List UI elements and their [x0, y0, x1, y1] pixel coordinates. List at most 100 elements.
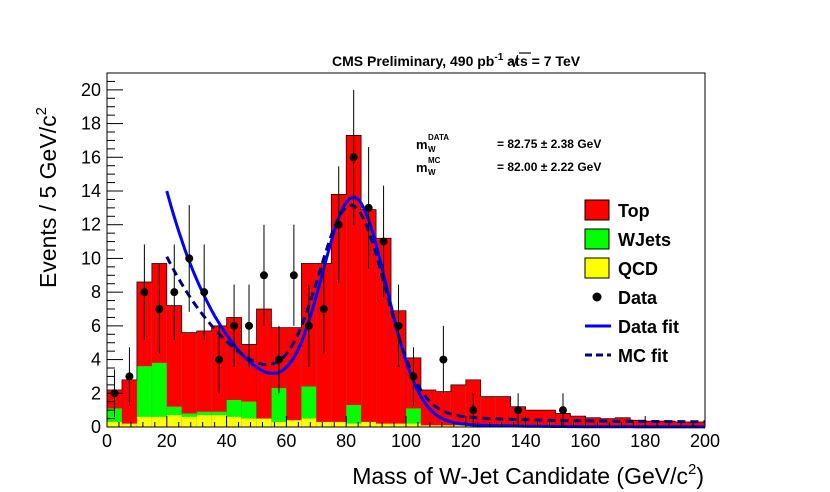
annot-mc-sub: W: [428, 168, 436, 177]
y-axis-title: Events / 5 GeV/c2: [33, 107, 61, 288]
legend-data-swatch: [592, 292, 602, 302]
data-point-24: [558, 406, 567, 415]
y-tick-label-1: 2: [91, 383, 101, 403]
bar-top-19: [391, 310, 406, 424]
bar-wjets-3: [151, 362, 167, 417]
chart-title: CMS Preliminary, 490 pb-1 at √ s = 7 TeV: [332, 52, 581, 71]
bar-top-26: [495, 396, 511, 426]
data-point-13: [304, 321, 313, 330]
bar-top-25: [480, 396, 496, 426]
bar-qcd-2: [136, 416, 152, 427]
bar-top-6: [196, 330, 212, 412]
legend-wjets-swatch: [584, 228, 610, 250]
bar-wjets-2: [136, 366, 152, 417]
bar-qcd-3: [151, 416, 167, 427]
bar-wjets-20: [406, 408, 421, 424]
bar-top-5: [181, 332, 197, 414]
x-tick-label-4: 80: [336, 431, 356, 451]
bar-wjets-5: [181, 413, 197, 417]
bar-qcd-21: [420, 425, 436, 427]
bar-top-23: [450, 384, 466, 426]
bar-top-15: [331, 194, 347, 422]
bar-qcd-12: [286, 420, 302, 427]
data-point-9: [245, 321, 254, 330]
data-point-15: [334, 220, 343, 229]
bar-qcd-19: [391, 423, 406, 427]
data-point-18: [379, 237, 388, 246]
data-point-17: [364, 203, 373, 212]
y-tick-label-10: 20: [81, 80, 101, 100]
y-tick-label-3: 6: [91, 316, 101, 336]
bar-qcd-11: [271, 421, 287, 427]
bar-top-37: [660, 421, 676, 427]
y-tick-label-4: 8: [91, 282, 101, 302]
x-tick-label-0: 0: [102, 431, 112, 451]
svg-text:s = 7 TeV: s = 7 TeV: [520, 53, 581, 69]
title-lumi-sup: -1: [494, 52, 503, 63]
data-point-2: [140, 288, 149, 297]
svg-text:CMS Preliminary, 490 pb-1 at: CMS Preliminary, 490 pb-1 at: [332, 52, 520, 69]
bar-qcd-8: [226, 416, 242, 427]
bar-wjets-11: [271, 388, 287, 422]
legend: Top WJets QCD Data Data fit MC fit: [584, 199, 679, 366]
bar-top-34: [615, 417, 631, 427]
bar-qcd-0: [107, 421, 122, 427]
svg-text:m: m: [416, 160, 428, 175]
legend-top-label: Top: [618, 201, 650, 221]
x-tick-label-3: 60: [276, 431, 296, 451]
bar-top-29: [540, 410, 556, 426]
bar-qcd-1: [121, 423, 137, 427]
y-tick-label-5: 10: [81, 248, 101, 268]
data-point-12: [289, 271, 298, 280]
title-at: at: [503, 53, 520, 69]
data-point-20: [409, 372, 418, 381]
x-tick-label-1: 20: [157, 431, 177, 451]
legend-qcd-label: QCD: [618, 259, 658, 279]
data-point-3: [155, 305, 164, 313]
data-point-6: [200, 288, 209, 297]
data-point-22: [469, 406, 478, 415]
y-axis: 0 2 4 6 8 10 12 14 16 18 20: [81, 72, 123, 437]
bar-wjets-7: [211, 411, 227, 416]
bar-qcd-6: [196, 415, 212, 427]
bar-top-16: [346, 135, 362, 406]
data-point-1: [125, 372, 134, 381]
bar-top-33: [600, 418, 616, 427]
x-tick-label-2: 40: [217, 431, 237, 451]
y-tick-label-7: 14: [81, 181, 101, 201]
title-sqrt: √: [510, 54, 519, 71]
mass-annotations: m DATA W = 82.75 ± 2.38 GeV m MC W = 82.…: [416, 133, 601, 177]
bar-qcd-7: [211, 415, 227, 427]
y-tick-label-9: 18: [81, 114, 101, 134]
data-point-21: [439, 355, 448, 364]
svg-text:m: m: [416, 137, 428, 152]
legend-top-swatch: [584, 199, 610, 221]
title-prefix: CMS Preliminary, 490 pb: [332, 53, 494, 69]
legend-data-label: Data: [618, 288, 658, 308]
data-point-14: [319, 305, 328, 313]
y-tick-label-8: 16: [81, 147, 101, 167]
bar-top-38: [675, 421, 691, 427]
bar-qcd-13: [301, 418, 317, 427]
x-tick-label-10: 200: [690, 431, 720, 451]
bar-qcd-23: [450, 425, 466, 427]
bar-wjets-4: [166, 406, 182, 416]
bar-qcd-15: [331, 421, 347, 427]
bar-top-17: [361, 209, 377, 422]
bar-qcd-4: [166, 415, 182, 427]
x-tick-label-5: 100: [391, 431, 421, 451]
bar-qcd-9: [241, 418, 257, 427]
bar-qcd-16: [346, 423, 362, 427]
bar-top-35: [630, 420, 646, 427]
data-point-4: [170, 288, 179, 297]
bar-qcd-17: [361, 421, 377, 427]
bar-top-36: [645, 421, 661, 427]
bar-top-28: [525, 410, 541, 426]
x-axis: 0 20 40 60 80 100 120 140 160 180 200: [102, 416, 720, 451]
legend-qcd-swatch: [584, 257, 610, 279]
annot-mc-m: m: [416, 160, 428, 175]
x-tick-label-6: 120: [451, 431, 481, 451]
legend-mc-fit-label: MC fit: [618, 346, 668, 366]
bar-wjets-16: [346, 405, 362, 424]
